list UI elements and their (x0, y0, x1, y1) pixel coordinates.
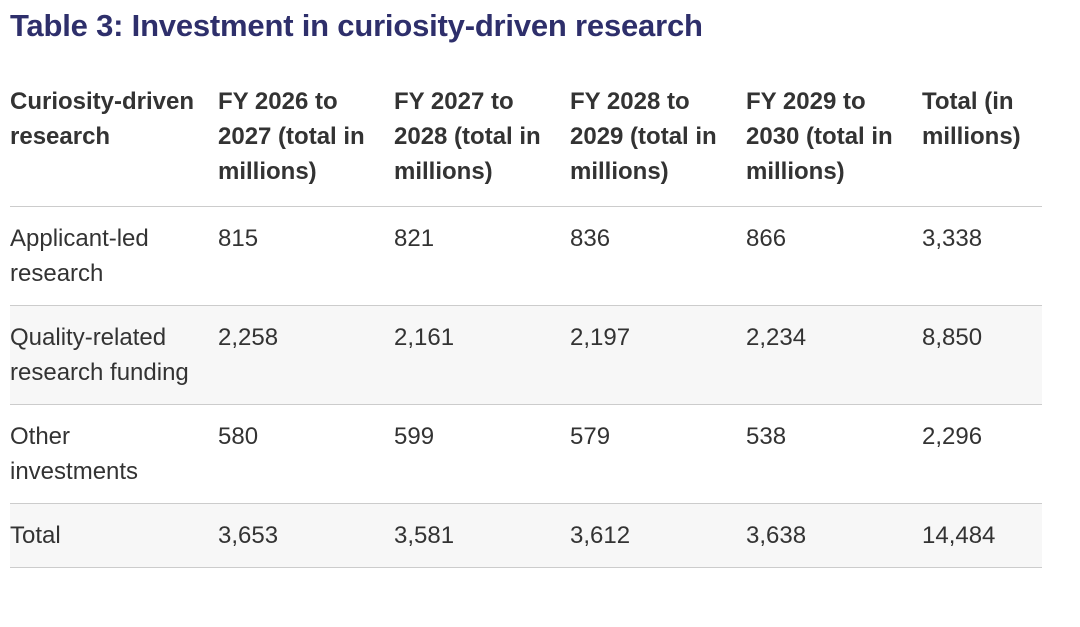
cell: 3,581 (394, 522, 455, 549)
row-label: Quality-related research funding (10, 324, 189, 386)
cell: 2,197 (570, 324, 631, 351)
cell: 3,612 (570, 522, 631, 549)
header-cell: FY 2028 to 2029 (total in millions) (570, 88, 717, 185)
cell: 815 (218, 225, 259, 252)
cell: 599 (394, 423, 435, 450)
cell: 14,484 (922, 522, 996, 549)
cell: 3,653 (218, 522, 279, 549)
row-label: Applicant-led research (10, 225, 149, 287)
cell: 821 (394, 225, 435, 252)
row-label: Total (10, 522, 61, 549)
cell: 2,296 (922, 423, 983, 450)
cell: 836 (570, 225, 611, 252)
cell: 2,161 (394, 324, 455, 351)
cell: 3,638 (746, 522, 807, 549)
row-label: Other investments (10, 423, 139, 485)
header-cell: FY 2029 to 2030 (total in millions) (746, 88, 893, 185)
header-cell: FY 2026 to 2027 (total in millions) (218, 88, 365, 185)
cell: 2,258 (218, 324, 279, 351)
data-table: Curiosity-driven research FY 2026 to 2027… (10, 84, 1042, 568)
cell: 8,850 (922, 324, 983, 351)
cell: 579 (570, 423, 611, 450)
table-row: Total 3,653 3,581 3,612 3,638 14,484 (10, 503, 1042, 568)
cell: 866 (746, 225, 787, 252)
cell: 580 (218, 423, 259, 450)
table-row: Other investments 580 599 579 538 2,296 (10, 404, 1042, 504)
table-title: Table 3: Investment in curiosity-driven … (10, 8, 703, 43)
header-cell: Total (in millions) (922, 88, 1021, 150)
table-row: Applicant-led research 815 821 836 866 3,338 (10, 206, 1042, 306)
cell: 2,234 (746, 324, 807, 351)
header-cell: Curiosity-driven research (10, 88, 195, 150)
table-row: Quality-related research funding 2,258 2,1… (10, 305, 1042, 405)
cell: 3,338 (922, 225, 983, 252)
cell: 538 (746, 423, 787, 450)
header-cell: FY 2027 to 2028 (total in millions) (394, 88, 541, 185)
header-row: Curiosity-driven research FY 2026 to 2027… (10, 84, 1042, 207)
